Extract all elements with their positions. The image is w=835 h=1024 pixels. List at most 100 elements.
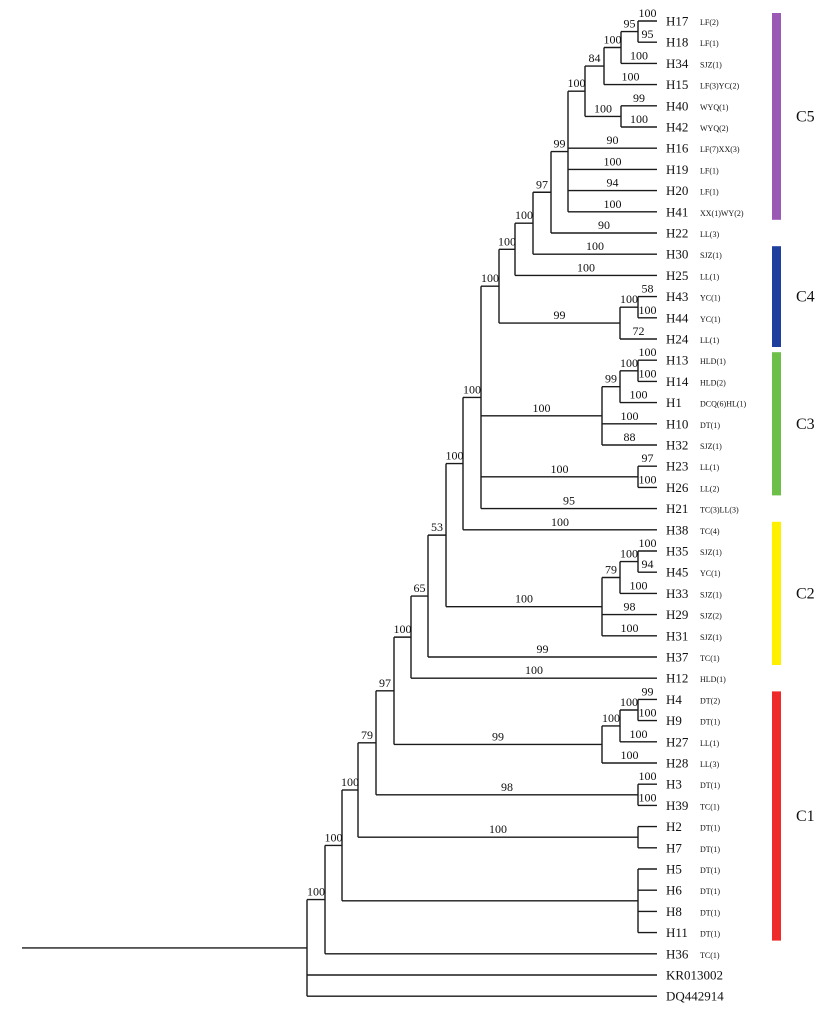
tip-label: H21 TC(3)LL(3) [666, 501, 739, 516]
haplotype-name: H34 [666, 56, 689, 71]
support-value: 98 [501, 780, 513, 794]
support-value: 84 [589, 51, 601, 65]
support-value: 100 [489, 822, 507, 836]
clade-bar [772, 352, 781, 496]
support-value: 100 [620, 356, 638, 370]
support-value: 65 [414, 581, 426, 595]
support-value: 79 [605, 563, 617, 577]
tip-label: H45 YC(1) [666, 565, 721, 580]
clade-bar [772, 246, 781, 347]
haplotype-population-count: LF(7)XX(3) [700, 145, 740, 154]
support-value: 100 [594, 101, 612, 115]
support-value: 100 [620, 292, 638, 306]
support-value: 100 [307, 885, 325, 899]
support-value: 97 [536, 177, 548, 191]
support-value: 100 [621, 409, 639, 423]
support-value: 100 [639, 345, 657, 359]
tip-label: H27 LL(1) [666, 734, 719, 749]
haplotype-population-count: WYQ(2) [700, 124, 729, 133]
support-value: 94 [642, 557, 654, 571]
support-value: 100 [481, 271, 499, 285]
support-value: 100 [604, 154, 622, 168]
haplotype-name: H37 [666, 650, 689, 665]
haplotype-population-count: LL(1) [700, 463, 719, 472]
haplotype-population-count: DT(1) [700, 421, 720, 430]
tip-label: H36 TC(1) [666, 946, 720, 961]
tip-label: H32 SJZ(1) [666, 438, 722, 453]
tip-label: H11 DT(1) [666, 925, 720, 940]
clade-label: C2 [796, 585, 815, 602]
support-value: 100 [551, 515, 569, 529]
haplotype-name: H14 [666, 374, 689, 389]
haplotype-population-count: XX(1)WY(2) [700, 209, 744, 218]
support-value: 99 [492, 729, 504, 743]
haplotype-population-count: TC(1) [700, 654, 720, 663]
haplotype-population-count: TC(4) [700, 527, 720, 536]
haplotype-population-count: HLD(2) [700, 378, 726, 387]
bootstrap-support-labels: 100 100 100 79 97 100 65 53 100 100 100 100 100 97 99 1… [307, 6, 657, 899]
haplotype-population-count: DT(1) [700, 866, 720, 875]
tip-label: H26 LL(2) [666, 480, 719, 495]
support-value: 99 [537, 642, 549, 656]
haplotype-name: H15 [666, 77, 688, 92]
tip-label: H14 HLD(2) [666, 374, 726, 389]
haplotype-population-count: SJZ(1) [700, 633, 722, 642]
support-value: 100 [463, 382, 481, 396]
clade-label: C3 [796, 416, 815, 433]
tip-label: H40 WYQ(1) [666, 98, 729, 113]
tip-label: H19 LF(1) [666, 162, 719, 177]
tip-label: H37 TC(1) [666, 650, 720, 665]
tip-label: H10 DT(1) [666, 416, 720, 431]
haplotype-population-count: LL(3) [700, 230, 719, 239]
support-value: 99 [642, 684, 654, 698]
haplotype-name: H12 [666, 671, 688, 686]
support-value: 100 [586, 239, 604, 253]
support-value: 100 [394, 622, 412, 636]
haplotype-name: H36 [666, 946, 689, 961]
haplotype-name: H35 [666, 544, 688, 559]
support-value: 100 [446, 449, 464, 463]
tip-label: H20 LF(1) [666, 183, 719, 198]
haplotype-name: H19 [666, 162, 688, 177]
haplotype-name: H20 [666, 183, 688, 198]
haplotype-population-count: LF(3)YC(2) [700, 82, 739, 91]
haplotype-name: H26 [666, 480, 689, 495]
haplotype-population-count: YC(1) [700, 569, 721, 578]
tip-label: H4 DT(2) [666, 692, 720, 707]
haplotype-population-count: SJZ(1) [700, 590, 722, 599]
haplotype-population-count: HLD(1) [700, 675, 726, 684]
haplotype-population-count: LF(1) [700, 39, 719, 48]
haplotype-population-count: DT(1) [700, 887, 720, 896]
support-value: 100 [639, 303, 657, 317]
haplotype-name: H11 [666, 925, 688, 940]
tip-label: H42 WYQ(2) [666, 120, 729, 135]
haplotype-population-count: DCQ(6)HL(1) [700, 400, 747, 409]
haplotype-name: H32 [666, 438, 688, 453]
support-value: 100 [515, 592, 533, 606]
tip-label: H6 DT(1) [666, 883, 720, 898]
haplotype-population-count: YC(1) [700, 315, 721, 324]
haplotype-name: H22 [666, 226, 688, 241]
haplotype-population-count: SJZ(1) [700, 548, 722, 557]
support-value: 100 [630, 578, 648, 592]
support-value: 100 [525, 663, 543, 677]
support-value: 100 [551, 462, 569, 476]
support-value: 79 [361, 728, 373, 742]
haplotype-name: H21 [666, 501, 688, 516]
tip-label: H13 HLD(1) [666, 353, 726, 368]
haplotype-name: H43 [666, 289, 688, 304]
tip-label: H5 DT(1) [666, 862, 720, 877]
haplotype-population-count: TC(1) [700, 951, 720, 960]
support-value: 98 [624, 600, 636, 614]
tip-label: H39 TC(1) [666, 798, 720, 813]
support-value: 95 [642, 27, 654, 41]
haplotype-name: H28 [666, 756, 688, 771]
haplotype-population-count: LL(1) [700, 739, 719, 748]
haplotype-population-count: LL(1) [700, 272, 719, 281]
support-value: 100 [630, 48, 648, 62]
haplotype-name: H23 [666, 459, 688, 474]
support-value: 100 [577, 260, 595, 274]
haplotype-population-count: LF(1) [700, 166, 719, 175]
support-value: 100 [621, 748, 639, 762]
haplotype-name: H42 [666, 120, 688, 135]
